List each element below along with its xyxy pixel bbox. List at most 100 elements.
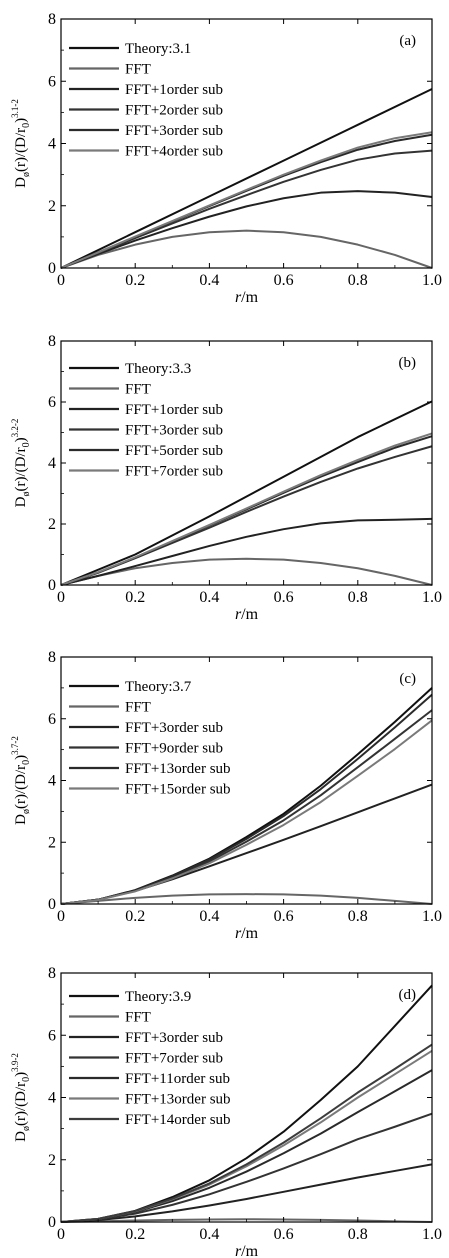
x-tick-label: 1.0	[422, 272, 442, 289]
x-axis-label-var: r	[235, 925, 242, 942]
legend-entry: FFT+1order sub	[125, 82, 223, 98]
y-tick-label: 2	[48, 198, 56, 215]
x-tick-label: 0.6	[274, 908, 294, 925]
panel-label: (b)	[399, 355, 417, 371]
y-axis-label-close: )	[13, 1072, 29, 1077]
legend-entry: FFT+11order sub	[125, 1071, 230, 1087]
y-axis-label-main: D	[13, 177, 29, 188]
x-axis-label: r/m	[235, 1243, 259, 1258]
y-axis-label-exponent: 3.9-2	[10, 1053, 20, 1072]
y-axis-label-sub0: 0	[21, 1077, 32, 1082]
y-axis-label-sub: ø	[21, 172, 32, 177]
x-tick-label: 0.6	[274, 1226, 294, 1243]
plot-frame	[60, 656, 433, 905]
legend-entry: FFT+5order sub	[125, 443, 223, 459]
panel-label: (c)	[399, 671, 416, 687]
y-axis-label-sub: ø	[21, 492, 32, 497]
y-tick-label: 0	[48, 896, 56, 913]
y-tick-label: 0	[48, 1214, 56, 1231]
y-tick-label: 8	[48, 11, 56, 28]
legend-entry: Theory:3.3	[125, 361, 191, 377]
series-line	[60, 719, 433, 905]
legend-entry: Theory:3.9	[125, 989, 191, 1005]
y-axis-label-sub0: 0	[21, 760, 32, 765]
series-line	[60, 1112, 433, 1223]
series-line	[60, 517, 433, 586]
legend-entry: FFT+7order sub	[125, 1051, 223, 1067]
x-tick-label: 0.8	[348, 908, 368, 925]
y-axis-label-sub0: 0	[21, 123, 32, 128]
x-tick-label: 0.4	[199, 1226, 219, 1243]
x-axis-label: r/m	[235, 925, 259, 942]
x-axis-label-var: r	[235, 289, 242, 306]
y-axis-label: Dø(r)/(D/r0)3.7-2	[10, 736, 32, 825]
x-tick-label: 0.4	[199, 589, 219, 606]
legend-entry: FFT+1order sub	[125, 402, 223, 418]
x-axis-label: r/m	[235, 289, 259, 306]
legend-entry: FFT+2order sub	[125, 103, 223, 119]
y-tick-label: 8	[48, 649, 56, 666]
y-axis-label: Dø(r)/(D/r0)3.2-2	[10, 419, 32, 508]
legend-entry: FFT+9order sub	[125, 741, 223, 757]
legend-entry: FFT+3order sub	[125, 1030, 223, 1046]
y-axis-label: Dø(r)/(D/r0)3.1-2	[10, 99, 32, 188]
y-axis-label-main: D	[13, 814, 29, 825]
chart-panel: 0 0.2 0.4 0.6 0.8 1.002468r/mDø(r)/(D/r0)3.1-…	[10, 11, 442, 306]
chart-panel: 0 0.2 0.4 0.6 0.8 1.002468r/mDø(r)/(D/r0)3.9-…	[10, 965, 442, 1258]
y-tick-label: 4	[48, 773, 56, 790]
legend-entry: FFT+14order sub	[125, 1112, 231, 1128]
chart-panel: 0 0.2 0.4 0.6 0.8 1.002468r/mDø(r)/(D/r0)3.2-…	[10, 333, 442, 623]
chart-panel: 0 0.2 0.4 0.6 0.8 1.002468r/mDø(r)/(D/r0)3.7-…	[10, 649, 442, 942]
y-tick-label: 0	[48, 260, 56, 277]
x-tick-label: 0.6	[274, 272, 294, 289]
y-axis-label-main2: (r)/(D/r	[13, 447, 29, 491]
y-axis-label-sub0: 0	[21, 442, 32, 447]
series-line	[60, 88, 433, 269]
x-tick-label: 0	[57, 908, 65, 925]
panel-label: (d)	[399, 987, 417, 1003]
x-axis-label-unit: /m	[241, 606, 258, 623]
legend-entry: FFT	[125, 62, 151, 78]
x-tick-label: 0	[57, 272, 65, 289]
x-tick-label: 0.6	[274, 589, 294, 606]
y-tick-label: 6	[48, 73, 56, 90]
series-line	[60, 687, 433, 905]
x-tick-label: 0.8	[348, 272, 368, 289]
legend-entry: Theory:3.1	[125, 41, 191, 57]
x-tick-label: 0.8	[348, 1226, 368, 1243]
y-axis-label-main2: (r)/(D/r	[13, 1082, 29, 1126]
y-axis-label: Dø(r)/(D/r0)3.9-2	[10, 1053, 32, 1142]
series-line	[60, 1043, 433, 1223]
y-tick-label: 8	[48, 333, 56, 350]
y-tick-label: 2	[48, 834, 56, 851]
x-axis-label-var: r	[235, 606, 242, 623]
x-tick-label: 0.2	[125, 908, 145, 925]
x-tick-label: 0.2	[125, 272, 145, 289]
y-axis-label-sub: ø	[21, 809, 32, 814]
x-tick-label: 0.4	[199, 272, 219, 289]
x-axis-label-unit: /m	[241, 289, 258, 306]
y-tick-label: 6	[48, 1027, 56, 1044]
series-line	[60, 557, 433, 586]
x-tick-label: 0.2	[125, 1226, 145, 1243]
series-line	[60, 400, 433, 586]
y-axis-label-main2: (r)/(D/r	[13, 765, 29, 809]
y-axis-label-close: )	[13, 755, 29, 760]
legend-entry: FFT	[125, 700, 151, 716]
legend-entry: FFT+3order sub	[125, 423, 223, 439]
legend-entry: FFT	[125, 382, 151, 398]
y-axis-label-sub: ø	[21, 1126, 32, 1131]
x-tick-label: 0.2	[125, 589, 145, 606]
series-line	[60, 893, 433, 905]
y-tick-label: 0	[48, 577, 56, 594]
y-tick-label: 6	[48, 711, 56, 728]
x-tick-label: 0.8	[348, 589, 368, 606]
series-line	[60, 131, 433, 269]
legend-entry: FFT+7order sub	[125, 464, 223, 480]
y-axis-label-close: )	[13, 437, 29, 442]
y-tick-label: 2	[48, 1152, 56, 1169]
series-line	[60, 1163, 433, 1223]
y-tick-label: 4	[48, 1090, 56, 1107]
y-axis-label-main2: (r)/(D/r	[13, 128, 29, 172]
legend-entry: FFT+4order sub	[125, 144, 223, 160]
